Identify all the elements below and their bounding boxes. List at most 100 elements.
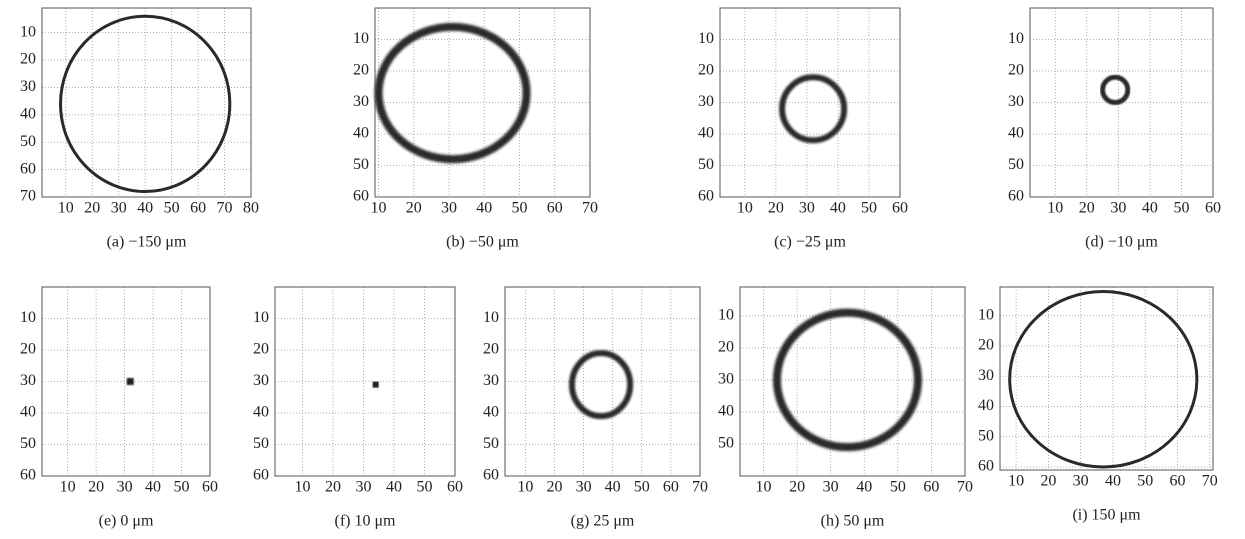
y-tick-label: 60 (253, 467, 269, 484)
caption: (h) 50 μm (821, 513, 885, 530)
y-tick-label: 10 (253, 309, 269, 326)
x-tick-label: 40 (476, 200, 492, 217)
x-tick-label: 20 (768, 200, 784, 217)
caption: (e) 0 μm (99, 513, 154, 530)
y-tick-label: 60 (483, 467, 499, 484)
y-tick-label: 10 (718, 307, 734, 324)
x-tick-label: 10 (737, 200, 753, 217)
y-tick-label: 20 (20, 341, 36, 358)
x-tick-label: 50 (164, 200, 180, 217)
x-tick-label: 30 (799, 200, 815, 217)
x-tick-label: 10 (371, 200, 387, 217)
x-tick-label: 40 (856, 479, 872, 496)
axes-box (41, 286, 211, 477)
y-tick-label: 50 (353, 156, 369, 173)
y-tick-label: 20 (698, 62, 714, 79)
x-tick-label: 60 (1205, 200, 1221, 217)
x-tick-label: 70 (1202, 473, 1218, 490)
x-tick-label: 80 (243, 200, 259, 217)
y-tick-label: 20 (718, 339, 734, 356)
y-tick-label: 20 (483, 341, 499, 358)
x-tick-label: 20 (406, 200, 422, 217)
y-tick-label: 60 (20, 467, 36, 484)
x-tick-label: 10 (517, 479, 533, 496)
x-tick-label: 30 (823, 479, 839, 496)
y-tick-label: 40 (483, 404, 499, 421)
y-tick-label: 50 (978, 427, 994, 444)
y-tick-label: 30 (1008, 93, 1024, 110)
x-tick-label: 60 (923, 479, 939, 496)
y-tick-label: 20 (353, 62, 369, 79)
ring (779, 74, 848, 144)
caption: (b) −50 μm (446, 234, 519, 251)
x-tick-label: 20 (88, 479, 104, 496)
x-tick-label: 30 (117, 479, 133, 496)
y-tick-label: 10 (698, 30, 714, 47)
spot (372, 381, 379, 388)
ring (59, 14, 232, 194)
axes-box (999, 286, 1214, 471)
y-tick-label: 70 (20, 188, 36, 205)
axes-box (274, 286, 456, 477)
y-tick-label: 10 (20, 23, 36, 40)
y-tick-label: 40 (1008, 125, 1024, 142)
x-tick-label: 60 (1170, 473, 1186, 490)
y-tick-label: 20 (1008, 62, 1024, 79)
y-tick-label: 10 (483, 309, 499, 326)
x-tick-label: 10 (294, 479, 310, 496)
x-tick-label: 10 (756, 479, 772, 496)
axes-box (719, 7, 901, 198)
x-tick-label: 20 (1040, 473, 1056, 490)
y-tick-label: 30 (20, 78, 36, 95)
x-tick-label: 20 (84, 200, 100, 217)
y-tick-label: 30 (718, 371, 734, 388)
x-tick-label: 50 (416, 479, 432, 496)
x-tick-label: 50 (634, 479, 650, 496)
x-tick-label: 50 (861, 200, 877, 217)
y-tick-label: 50 (718, 435, 734, 452)
y-tick-label: 40 (253, 404, 269, 421)
x-tick-label: 40 (1142, 200, 1158, 217)
x-tick-label: 60 (202, 479, 218, 496)
x-tick-label: 10 (58, 200, 74, 217)
y-tick-label: 50 (698, 156, 714, 173)
x-tick-label: 30 (1110, 200, 1126, 217)
ring (772, 308, 922, 452)
y-tick-label: 30 (978, 367, 994, 384)
x-tick-label: 50 (174, 479, 190, 496)
y-tick-label: 10 (20, 309, 36, 326)
y-tick-label: 50 (20, 133, 36, 150)
x-tick-label: 70 (957, 479, 973, 496)
axes-box (504, 286, 701, 477)
y-tick-label: 40 (978, 397, 994, 414)
x-tick-label: 50 (890, 479, 906, 496)
x-tick-label: 20 (1079, 200, 1095, 217)
y-tick-label: 20 (978, 337, 994, 354)
x-tick-label: 40 (145, 479, 161, 496)
y-tick-label: 50 (253, 435, 269, 452)
x-tick-label: 30 (441, 200, 457, 217)
caption: (f) 10 μm (334, 513, 396, 530)
x-tick-label: 40 (830, 200, 846, 217)
y-tick-label: 30 (483, 372, 499, 389)
x-tick-label: 60 (547, 200, 563, 217)
ring (374, 22, 531, 164)
y-tick-label: 30 (698, 93, 714, 110)
axes-box (739, 286, 966, 477)
ring (1100, 74, 1131, 106)
spot (126, 378, 134, 385)
x-tick-label: 20 (546, 479, 562, 496)
x-tick-label: 50 (512, 200, 528, 217)
caption: (a) −150 μm (107, 234, 187, 251)
y-tick-label: 60 (978, 458, 994, 475)
ring (568, 350, 634, 420)
y-tick-label: 10 (353, 30, 369, 47)
x-tick-label: 50 (1173, 200, 1189, 217)
x-tick-label: 60 (663, 479, 679, 496)
y-tick-label: 30 (20, 372, 36, 389)
ring (1008, 290, 1199, 469)
y-tick-label: 20 (20, 51, 36, 68)
x-tick-label: 40 (1105, 473, 1121, 490)
y-tick-label: 60 (20, 160, 36, 177)
